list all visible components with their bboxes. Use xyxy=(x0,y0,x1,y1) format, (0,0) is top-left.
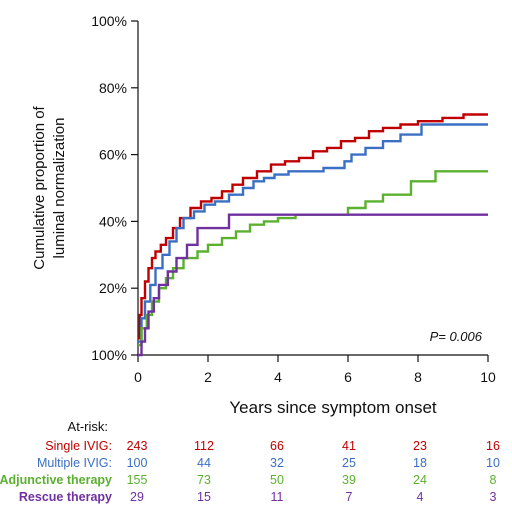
y-tick-label: 80% xyxy=(99,80,127,96)
at-risk-value: 11 xyxy=(271,490,284,504)
at-risk-value: 41 xyxy=(342,439,356,453)
series-line-3 xyxy=(138,213,488,357)
x-tick-label: 6 xyxy=(344,369,352,385)
at-risk-row-label: Single IVIG: xyxy=(45,439,112,453)
at-risk-value: 24 xyxy=(413,473,427,487)
at-risk-value: 243 xyxy=(127,439,148,453)
at-risk-row-label: Adjunctive therapy xyxy=(0,473,112,487)
p-value-annotation: P= 0.006 xyxy=(430,329,483,344)
x-tick-label: 2 xyxy=(204,369,212,385)
at-risk-value: 100 xyxy=(127,456,148,470)
at-risk-value: 39 xyxy=(342,473,356,487)
series-line-2 xyxy=(138,170,488,347)
x-tick-label: 10 xyxy=(480,369,496,385)
at-risk-value: 3 xyxy=(490,490,497,504)
series-line-1 xyxy=(138,123,488,343)
x-tick-label: 8 xyxy=(414,369,422,385)
at-risk-value: 4 xyxy=(417,490,424,504)
x-tick-label: 0 xyxy=(134,369,142,385)
at-risk-value: 66 xyxy=(270,439,284,453)
at-risk-value: 73 xyxy=(197,473,211,487)
y-tick-label: 60% xyxy=(99,147,127,163)
at-risk-value: 10 xyxy=(486,456,500,470)
at-risk-value: 112 xyxy=(194,439,214,453)
y-axis-label: luminal normalization xyxy=(51,118,68,259)
at-risk-value: 23 xyxy=(413,439,427,453)
series-line-0 xyxy=(138,113,488,340)
at-risk-value: 32 xyxy=(270,456,284,470)
at-risk-row-label: Multiple IVIG: xyxy=(37,456,112,470)
x-axis-label: Years since symptom onset xyxy=(229,398,437,417)
x-tick-label: 4 xyxy=(274,369,282,385)
chart-axes: 100% 20% 40% 60% 80% 100% 0 2 4 6 8 10 xyxy=(91,13,496,385)
at-risk-value: 155 xyxy=(127,473,148,487)
at-risk-row-label: Rescue therapy xyxy=(19,490,112,504)
y-tick-label: 40% xyxy=(99,213,127,229)
y-tick-label: 20% xyxy=(99,280,127,296)
at-risk-title: At-risk: xyxy=(68,419,108,434)
at-risk-value: 29 xyxy=(130,490,144,504)
at-risk-table: At-risk:Single IVIG: 243 112 66 41 23 16Multip… xyxy=(0,419,500,504)
at-risk-value: 15 xyxy=(197,490,211,504)
y-axis-label: Cumulative proportion of xyxy=(31,105,48,269)
at-risk-value: 25 xyxy=(342,456,356,470)
y-tick-label: 100% xyxy=(91,13,127,29)
at-risk-value: 50 xyxy=(270,473,284,487)
y-tick-label: 100% xyxy=(91,347,127,363)
at-risk-value: 8 xyxy=(490,473,497,487)
at-risk-value: 16 xyxy=(486,439,500,453)
at-risk-value: 7 xyxy=(346,490,353,504)
chart-series xyxy=(138,113,488,357)
at-risk-value: 18 xyxy=(413,456,427,470)
at-risk-value: 44 xyxy=(197,456,211,470)
chart-labels: Cumulative proportion of luminal normaliz… xyxy=(31,105,483,417)
